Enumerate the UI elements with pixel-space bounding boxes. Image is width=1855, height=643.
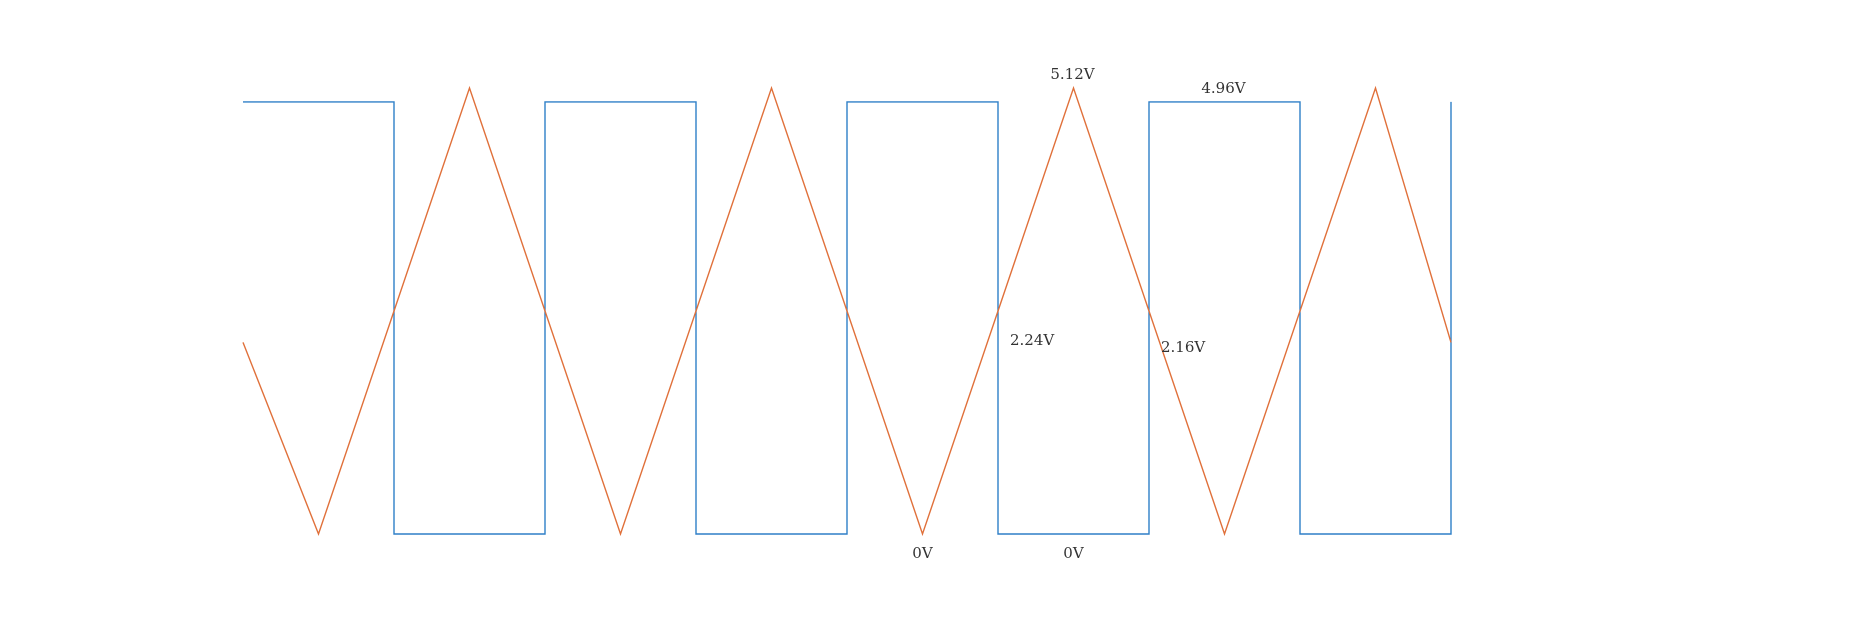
voltage-label-0: 5.12V — [1050, 65, 1095, 83]
series-layer — [242, 85, 1452, 537]
annotation-layer: 5.12V 4.96V 2.24V 2.16V 0V 0V — [912, 65, 1246, 562]
voltage-label-2: 2.24V — [1010, 331, 1055, 349]
voltage-label-1: 4.96V — [1201, 79, 1246, 97]
voltage-label-3: 2.16V — [1161, 338, 1206, 356]
voltage-label-5: 0V — [1063, 544, 1085, 562]
voltage-label-4: 0V — [912, 544, 934, 562]
triangle-wave-line-1 — [242, 85, 1452, 537]
square-wave-line-0 — [243, 101, 1452, 535]
